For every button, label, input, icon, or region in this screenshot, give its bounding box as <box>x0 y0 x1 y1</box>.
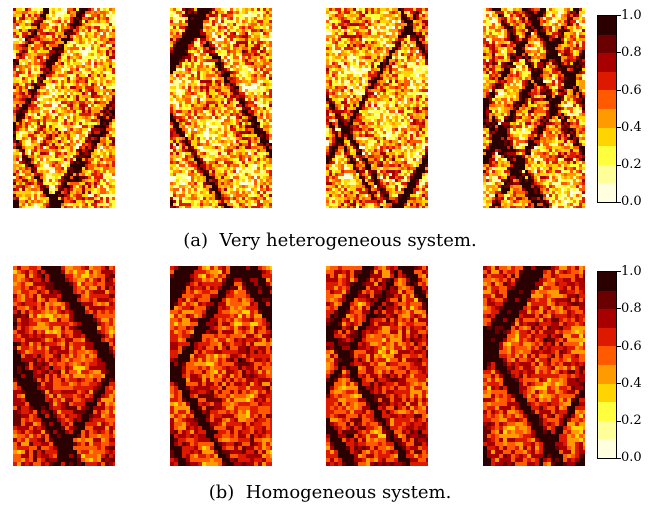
colorbar-segment <box>598 290 616 310</box>
colorbar-a-tick-06: 0.6 <box>621 83 642 98</box>
panel-b-2 <box>170 266 272 466</box>
colorbar-segment <box>598 272 616 291</box>
colorbar-b-tick-02: 0.2 <box>621 413 642 428</box>
colorbar-segment <box>598 183 616 202</box>
panel-a-1 <box>13 8 115 208</box>
colorbar-b-tick-06: 0.6 <box>621 339 642 354</box>
caption-a: (a) Very heterogeneous system. <box>0 230 660 251</box>
panel-b-1 <box>13 266 115 466</box>
colorbar-segment <box>598 346 616 365</box>
colorbar-a-tick-02: 0.2 <box>621 157 642 172</box>
colorbar-a-tick-08: 0.8 <box>621 45 642 60</box>
colorbar-segment <box>598 16 616 35</box>
colorbar-a <box>597 15 617 203</box>
colorbar-segment <box>598 164 616 184</box>
colorbar-segment <box>598 90 616 109</box>
panel-a-4 <box>483 8 585 208</box>
colorbar-segment <box>598 108 616 128</box>
colorbar-segment <box>598 53 616 72</box>
colorbar-b-tick-0: 0.0 <box>621 450 642 465</box>
colorbar-a-tick-1: 1.0 <box>621 8 642 23</box>
colorbar-segment <box>598 420 616 440</box>
panel-a-2 <box>170 8 272 208</box>
caption-a-label: (a) <box>183 230 209 251</box>
colorbar-segment <box>598 71 616 91</box>
colorbar-b-tick-1: 1.0 <box>621 264 642 279</box>
colorbar-segment <box>598 364 616 384</box>
caption-b-text: Homogeneous system. <box>245 482 452 503</box>
panel-a-3 <box>326 8 428 208</box>
colorbar-segment <box>598 439 616 458</box>
colorbar-a-tick-04: 0.4 <box>621 120 642 135</box>
colorbar-segment <box>598 402 616 421</box>
colorbar-a-tick-0: 0.0 <box>621 194 642 209</box>
colorbar-segment <box>598 309 616 328</box>
colorbar-segment <box>598 127 616 147</box>
colorbar-b-tick-04: 0.4 <box>621 376 642 391</box>
caption-a-text: Very heterogeneous system. <box>219 230 477 251</box>
colorbar-segment <box>598 146 616 165</box>
colorbar-segment <box>598 327 616 347</box>
colorbar-segment <box>598 383 616 403</box>
panel-b-4 <box>483 266 585 466</box>
colorbar-b-tick-08: 0.8 <box>621 301 642 316</box>
caption-b-label: (b) <box>208 482 235 503</box>
caption-b: (b) Homogeneous system. <box>0 482 660 503</box>
panel-b-3 <box>326 266 428 466</box>
colorbar-segment <box>598 34 616 54</box>
colorbar-b <box>597 271 617 459</box>
